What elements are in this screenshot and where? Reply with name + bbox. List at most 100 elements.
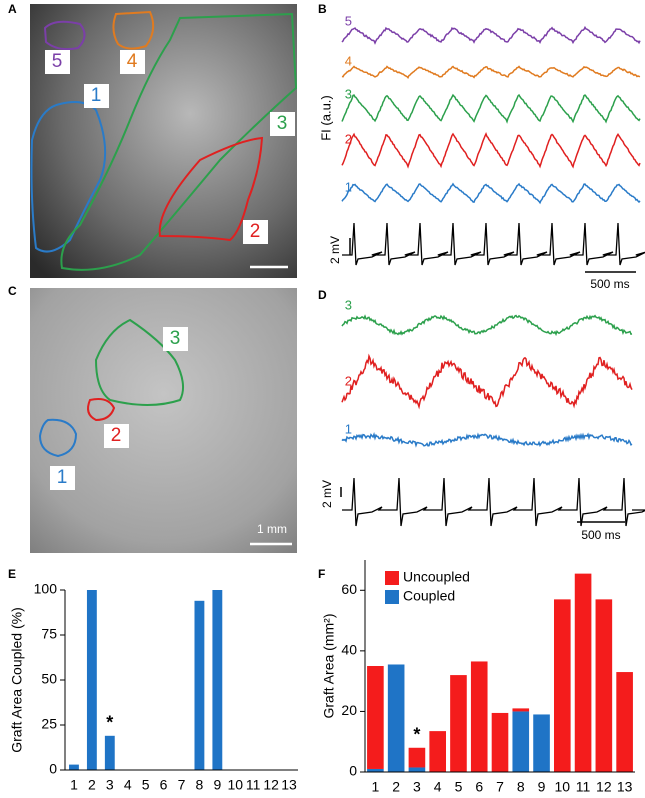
bar-segment (574, 573, 592, 772)
trace-label: 3 (345, 86, 352, 101)
region-label: 3 (277, 113, 288, 134)
bar-segment (554, 599, 571, 772)
trace-label: 1 (345, 421, 352, 436)
y-axis-label: FI (a.u.) (318, 95, 333, 141)
x-tick-label: 13 (617, 779, 633, 795)
region-outline (43, 20, 86, 51)
bar-segment (408, 747, 426, 768)
annotation: * (413, 725, 420, 745)
trace (341, 25, 641, 45)
bar-segment (470, 661, 488, 772)
x-tick-label: 12 (263, 777, 279, 793)
region-label: 1 (91, 85, 102, 106)
x-tick-label: 7 (178, 777, 186, 793)
x-tick-label: 8 (517, 779, 525, 795)
y-tick-label: 0 (49, 761, 57, 777)
x-tick-label: 5 (455, 779, 463, 795)
panel-letter: E (8, 567, 16, 581)
region-outline (38, 418, 78, 458)
trace (341, 65, 641, 80)
x-tick-label: 9 (538, 779, 546, 795)
label-box (243, 220, 268, 244)
x-tick-label: 10 (555, 779, 571, 795)
bar-segment (512, 711, 530, 772)
label-box (163, 327, 188, 351)
trace-label: 2 (345, 373, 352, 388)
x-tick-label: 6 (475, 779, 483, 795)
label-box (50, 466, 75, 490)
x-tick-label: 7 (496, 779, 504, 795)
legend-swatch (385, 571, 399, 585)
label-box (120, 50, 145, 74)
bar (194, 600, 205, 770)
y-tick-label: 75 (41, 626, 57, 642)
trace (341, 131, 641, 169)
trace-label: 4 (345, 53, 352, 68)
x-tick-label: 4 (434, 779, 442, 795)
scale-label: 1 mm (257, 522, 287, 536)
trace-label: 2 (345, 131, 352, 146)
x-tick-label: 1 (371, 779, 379, 795)
bar-segment (450, 675, 467, 772)
y-axis-label: Graft Area (mm²) (321, 613, 337, 718)
trace-label: 3 (345, 297, 352, 312)
region-outline (94, 318, 185, 406)
trace (341, 353, 633, 410)
bar-segment (512, 708, 530, 712)
trace (341, 314, 633, 337)
scale-label: 2 mV (328, 236, 342, 264)
y-tick-label: 0 (349, 763, 357, 779)
label-box (104, 424, 129, 448)
legend-swatch (385, 590, 399, 604)
x-tick-label: 10 (227, 777, 243, 793)
bar (86, 590, 97, 770)
panel-letter: D (318, 288, 327, 302)
label-box (270, 112, 295, 136)
legend-label: Coupled (403, 588, 455, 604)
region-label: 5 (52, 51, 63, 72)
x-tick-label: 6 (160, 777, 168, 793)
region-outline (158, 136, 264, 242)
bar (212, 590, 223, 770)
region-outline (112, 10, 155, 50)
bar-segment (387, 664, 405, 772)
region-label: 2 (111, 425, 122, 446)
y-tick-label: 40 (341, 642, 357, 658)
bar (104, 735, 115, 770)
region-label: 2 (250, 221, 261, 242)
scale-label: 500 ms (590, 277, 629, 291)
x-tick-label: 11 (576, 779, 591, 795)
scale-label: 500 ms (581, 528, 620, 542)
region-outline (30, 101, 107, 253)
y-tick-label: 20 (341, 702, 357, 718)
y-tick-label: 60 (341, 581, 357, 597)
region-outline (60, 12, 298, 271)
y-tick-label: 50 (41, 671, 57, 687)
x-tick-label: 12 (596, 779, 612, 795)
trace (341, 93, 641, 124)
region-outline (87, 398, 116, 422)
trace-label: 5 (345, 13, 352, 28)
x-tick-label: 13 (281, 777, 297, 793)
bar-segment (429, 731, 446, 772)
bar-segment (367, 768, 384, 772)
x-tick-label: 2 (392, 779, 400, 795)
trace (342, 477, 645, 527)
trace (341, 182, 641, 205)
label-box (84, 84, 109, 108)
y-tick-label: 25 (41, 716, 57, 732)
panel-letter: F (318, 567, 325, 581)
x-tick-label: 4 (124, 777, 132, 793)
y-axis-label: Graft Area Coupled (%) (9, 607, 25, 753)
x-tick-label: 5 (142, 777, 150, 793)
legend-label: Uncoupled (403, 569, 470, 585)
bar-segment (616, 672, 633, 772)
x-tick-label: 9 (213, 777, 221, 793)
bar-segment (408, 767, 426, 772)
x-tick-label: 8 (196, 777, 204, 793)
panel-letter: C (8, 284, 17, 298)
x-tick-label: 11 (246, 777, 261, 793)
region-label: 3 (170, 328, 181, 349)
